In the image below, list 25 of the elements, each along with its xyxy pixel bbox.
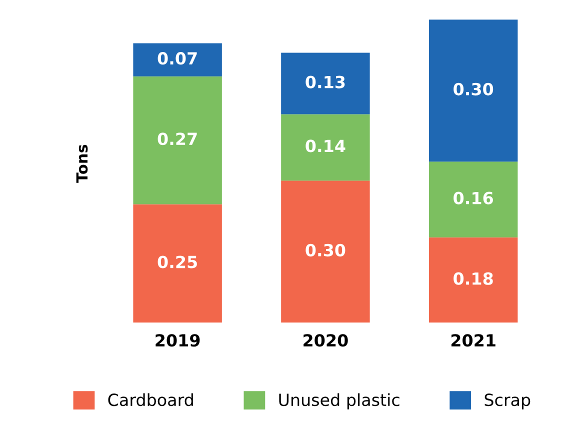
data-label: 0.16 [454,192,494,204]
x-tick-label: 2019 [156,334,200,347]
data-label: 0.13 [306,76,345,88]
data-label: 0.18 [454,272,493,285]
legend-label: Unused plastic [279,393,400,410]
data-label: 0.27 [158,132,197,146]
data-label: 0.25 [158,256,197,268]
bar [133,43,222,76]
bar [133,204,222,323]
bar [133,76,222,204]
data-label: 0.07 [158,52,197,65]
x-tick-label: 2021 [451,334,496,347]
bar [281,52,370,114]
legend-label: Cardboard [108,393,193,406]
bar [428,237,518,323]
bar [281,114,370,181]
bar [428,162,518,238]
y-axis-title: Tons [76,144,88,183]
data-label: 0.30 [306,244,346,256]
data-label: 0.30 [454,82,494,96]
data-label: 0.14 [306,140,346,152]
bar [281,180,370,323]
x-tick-label: 2020 [304,334,348,347]
bar [428,20,518,162]
legend-label: Scrap [484,394,530,410]
